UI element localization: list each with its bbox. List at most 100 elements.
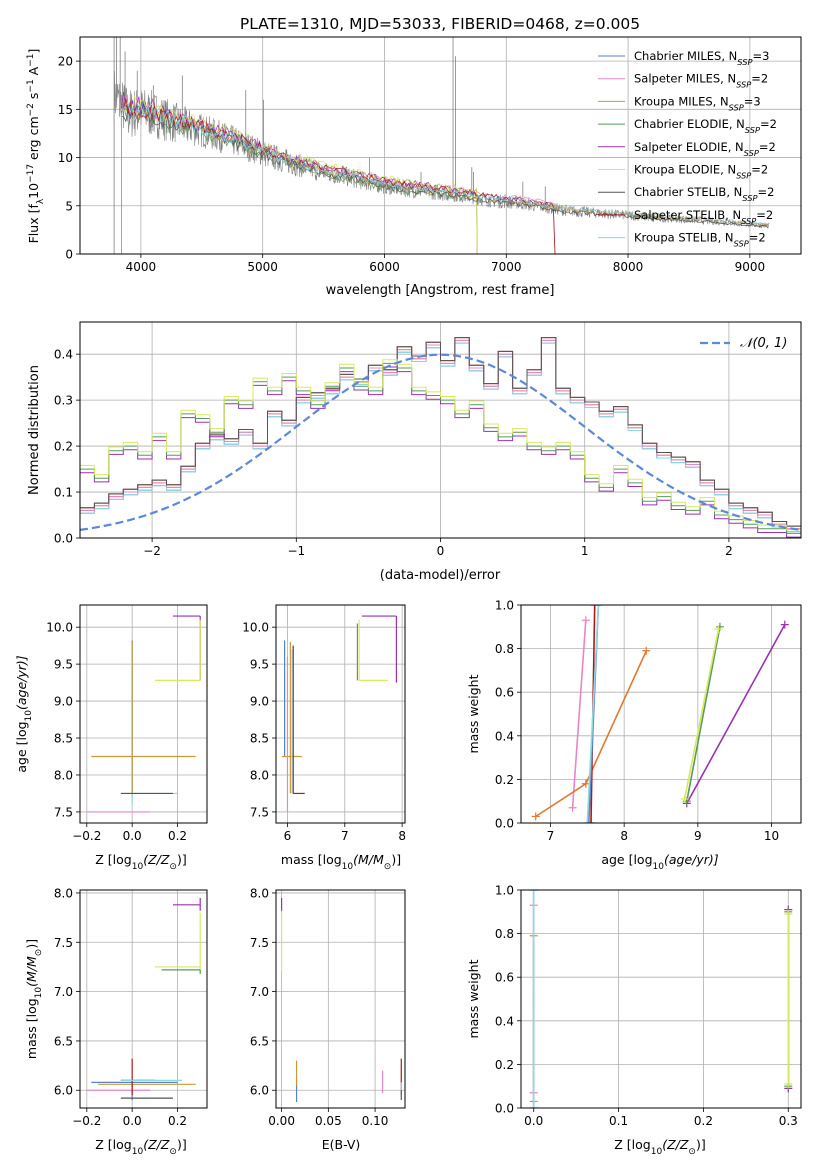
age-vs-Z-ytick-label: 9.0 xyxy=(54,695,73,709)
age-vs-mass-ytick-label: 7.5 xyxy=(250,805,269,819)
weight-vs-age-series-marker xyxy=(642,646,651,655)
weight-vs-age-series-marker xyxy=(590,605,599,609)
mass-vs-Z-grid xyxy=(80,890,207,1108)
weight-vs-Z-series-marker xyxy=(784,1080,793,1089)
residuals-ytick-label: 0.2 xyxy=(54,440,73,454)
age-vs-mass-ytick-label: 10.0 xyxy=(242,621,269,635)
weight-vs-age-ytick-label: 1.0 xyxy=(495,599,514,613)
mass-vs-EBV-ytick-label: 6.0 xyxy=(250,1084,269,1098)
weight-vs-Z-ytick-label: 1.0 xyxy=(495,884,514,898)
mass-vs-Z-xtick-label: −0.2 xyxy=(72,1114,101,1128)
age-vs-Z-axes: −0.2 0.0 0.2 7.5 8.0 8.5 9.0 9.5 10.0 Z [log10(Z/… xyxy=(14,604,208,872)
mass-vs-EBV-xlabel: E(B-V) xyxy=(322,1137,361,1152)
age-vs-mass-ytick-label: 9.0 xyxy=(250,695,269,709)
weight-vs-Z-series-marker xyxy=(784,909,793,918)
weight-vs-Z-plot-area xyxy=(529,890,793,1108)
weight-vs-age-series-marker xyxy=(715,622,724,631)
residuals-ytick-label: 0.1 xyxy=(54,486,73,500)
legend-label: Kroupa ELODIE, NSSP=2 xyxy=(634,163,768,181)
legend-label: Salpeter ELODIE, NSSP=2 xyxy=(634,140,776,158)
residuals-plot-area xyxy=(80,337,801,538)
mass-vs-EBV-frame xyxy=(275,889,406,1109)
mass-vs-EBV-ytick-label: 7.0 xyxy=(250,985,269,999)
mass-vs-Z-axes: −0.2 0.0 0.2 6.0 6.5 7.0 7.5 8.0 Z [log10(Z/Z⊙)]… xyxy=(24,886,208,1157)
residual-histogram-step xyxy=(80,337,801,527)
spectrum-model-line xyxy=(121,102,769,254)
weight-vs-Z-ylabel: mass weight xyxy=(466,959,481,1038)
mass-vs-Z-ytick-label: 6.5 xyxy=(54,1034,73,1048)
age-vs-mass-xtick-label: 7 xyxy=(341,829,349,843)
residual-histogram-step xyxy=(80,359,801,531)
age-vs-Z-plot-area xyxy=(86,615,201,813)
spectrum-ytick-label: 0 xyxy=(65,248,73,262)
spectrum-xtick-label: 7000 xyxy=(491,260,522,274)
weight-vs-age-series-marker xyxy=(531,812,540,821)
legend-label: Salpeter MILES, NSSP=2 xyxy=(634,72,768,90)
residuals-ytick-label: 0.3 xyxy=(54,394,73,408)
mass-vs-Z-xlabel: Z [log10(Z/Z⊙)] xyxy=(95,1137,186,1157)
spectrum-ytick-label: 10 xyxy=(58,151,73,165)
mass-vs-EBV-grid xyxy=(276,890,405,1108)
mass-vs-Z-ytick-label: 6.0 xyxy=(54,1084,73,1098)
mass-vs-EBV-ytick-label: 6.5 xyxy=(250,1034,269,1048)
gaussian-curve xyxy=(80,353,801,531)
residuals-axes: −2 −1 0 1 2 0.0 0.1 0.2 0.3 0.4 𝒩(0, 1) (data-model… xyxy=(27,321,802,583)
spectrum-xtick-label: 9000 xyxy=(735,260,766,274)
weight-vs-Z-series-marker xyxy=(529,1104,538,1108)
spectrum-xtick-label: 5000 xyxy=(247,260,278,274)
weight-vs-age-frame xyxy=(520,604,802,824)
weight-vs-age-ylabel: mass weight xyxy=(466,674,481,753)
weight-vs-age-series-marker xyxy=(680,795,689,804)
age-vs-mass-xtick-label: 6 xyxy=(284,829,292,843)
weight-vs-age-axes: 7 8 9 10 0.0 0.2 0.4 0.6 0.8 1.0 age [log10(age/yr… xyxy=(466,599,802,872)
spectrum-ytick-label: 15 xyxy=(58,103,73,117)
residuals-ylabel: Normed distribution xyxy=(27,365,42,495)
weight-vs-age-series-marker xyxy=(584,819,593,823)
age-vs-Z-frame xyxy=(79,604,208,824)
weight-vs-Z-ytick-label: 0.2 xyxy=(495,1058,514,1072)
weight-vs-Z-xlabel: Z [log10(Z/Z⊙)] xyxy=(614,1137,705,1157)
weight-vs-Z-ytick-label: 0.6 xyxy=(495,971,514,985)
weight-vs-Z-series-marker xyxy=(529,890,538,894)
weight-vs-age-series-marker xyxy=(583,819,592,823)
weight-vs-age-series-marker xyxy=(581,616,590,625)
age-vs-Z-xtick-label: 0.2 xyxy=(168,829,187,843)
weight-vs-age-series-line xyxy=(571,620,587,808)
legend-label: Kroupa MILES, NSSP=3 xyxy=(634,94,761,112)
spectrum-xtick-label: 8000 xyxy=(613,260,644,274)
residuals-xlabel: (data-model)/error xyxy=(380,568,501,583)
residuals-xtick-label: 1 xyxy=(581,544,589,558)
age-vs-Z-ylabel: age [log10(age/yr)] xyxy=(14,655,34,772)
weight-vs-Z-axes: 0.0 0.1 0.2 0.3 0.0 0.2 0.4 0.6 0.8 1.0 Z [log10(Z… xyxy=(466,884,802,1157)
residuals-ytick-label: 0.0 xyxy=(54,532,73,546)
age-vs-mass-ytick-label: 8.0 xyxy=(250,768,269,782)
weight-vs-Z-ytick-label: 0.0 xyxy=(495,1102,514,1116)
weight-vs-age-xtick-label: 9 xyxy=(694,829,702,843)
weight-vs-age-plot-area xyxy=(531,605,789,823)
mass-vs-EBV-ytick-label: 7.5 xyxy=(250,936,269,950)
weight-vs-Z-xtick-label: 0.3 xyxy=(779,1114,798,1128)
weight-vs-age-series-line xyxy=(683,628,720,800)
age-vs-Z-ytick-label: 8.0 xyxy=(54,768,73,782)
spectrum-xlabel: wavelength [Angstrom, rest frame] xyxy=(326,283,555,298)
weight-vs-age-xlabel: age [log10(age/yr)] xyxy=(601,852,718,872)
age-vs-Z-ytick-label: 9.5 xyxy=(54,658,73,672)
legend-label: Chabrier STELIB, NSSP=2 xyxy=(634,185,774,203)
weight-vs-age-xtick-label: 7 xyxy=(547,829,555,843)
spectrum-ytick-label: 20 xyxy=(58,55,73,69)
mass-vs-Z-frame xyxy=(79,889,208,1109)
weight-vs-age-series-marker xyxy=(587,819,595,823)
mass-vs-Z-ytick-label: 8.0 xyxy=(54,886,73,900)
spectrum-legend: Chabrier MILES, NSSP=3 Salpeter MILES, NS… xyxy=(598,49,777,249)
weight-vs-Z-grid xyxy=(521,889,801,1109)
weight-vs-age-ytick-label: 0.6 xyxy=(495,686,514,700)
weight-vs-age-xtick-label: 10 xyxy=(764,829,779,843)
age-vs-Z-xtick-label: 0.0 xyxy=(123,829,142,843)
weight-vs-age-series-marker xyxy=(780,620,789,629)
mass-vs-Z-ylabel: mass [log10(M/M⊙)] xyxy=(24,939,44,1059)
mass-vs-EBV-xtick-label: 0.00 xyxy=(268,1114,295,1128)
legend-label: Salpeter STELIB, NSSP=2 xyxy=(634,208,773,226)
spectrum-data-line xyxy=(113,71,770,229)
mass-vs-EBV-xtick-label: 0.10 xyxy=(362,1114,389,1128)
mass-vs-EBV-ytick-label: 8.0 xyxy=(250,886,269,900)
